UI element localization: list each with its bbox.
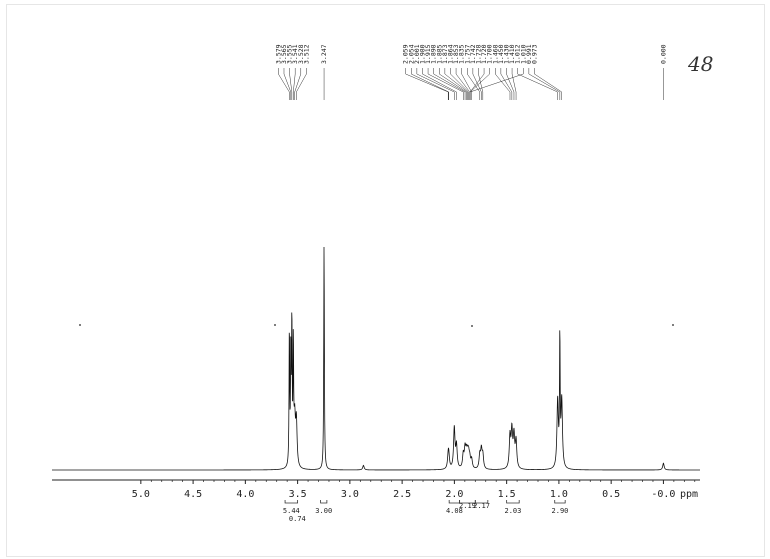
peak-leader — [461, 68, 472, 100]
peak-leader — [289, 68, 293, 100]
peak-leader — [517, 68, 558, 100]
print-dot — [274, 324, 276, 326]
x-tick-label: 2.5 — [393, 489, 411, 500]
peak-label: 1.720 — [480, 44, 488, 64]
print-dot — [672, 324, 674, 326]
x-tick-label: 2.0 — [445, 489, 463, 500]
peak-label: 1.700 — [486, 44, 494, 64]
peak-label: 1.430 — [502, 44, 510, 64]
peak-label: 3.579 — [274, 44, 282, 64]
integral-value: 4.08 — [446, 507, 463, 515]
peak-label: 3.541 — [291, 44, 299, 64]
x-tick-label: -0.0 — [651, 489, 675, 500]
peak-label: 3.528 — [297, 44, 305, 64]
integral-bracket — [474, 500, 489, 504]
integral-value: 5.44 — [283, 507, 300, 515]
x-axis-ticks: 5.0 4.5 4.0 3.5 3.0 2.5 2.0 1.5 1.0 0.5 -0.0 — [132, 480, 696, 500]
peak-label: 1.728 — [474, 44, 482, 64]
spectrum-trace — [52, 246, 700, 471]
peak-label: 1.742 — [469, 44, 477, 64]
peak-label: 1.468 — [491, 44, 499, 64]
x-tick-label: 3.5 — [289, 489, 307, 500]
peak-label: 1.980 — [418, 44, 426, 64]
peak-label: 3.512 — [302, 44, 310, 64]
x-axis-label: ppm — [680, 489, 698, 500]
peak-leader — [296, 68, 307, 100]
x-tick-label: 1.0 — [550, 489, 568, 500]
integral-bracket — [320, 500, 328, 504]
peak-leader — [469, 68, 524, 100]
peak-label: 1.915 — [424, 44, 432, 64]
peak-label: 1.757 — [463, 44, 471, 64]
print-dot — [471, 325, 473, 327]
peak-leader — [534, 68, 562, 100]
peak-label: 2.054 — [407, 44, 415, 64]
peak-leader — [506, 68, 515, 100]
peak-leader — [495, 68, 511, 100]
peak-leader — [283, 68, 292, 100]
peak-leader — [411, 68, 449, 100]
peak-label: 1.898 — [430, 44, 438, 64]
integral-value: 2.17 — [473, 502, 490, 510]
peak-leader — [439, 68, 467, 100]
x-tick-label: 1.5 — [498, 489, 516, 500]
peak-label: 2.059 — [402, 44, 410, 64]
x-tick-label: 4.0 — [236, 489, 254, 500]
x-tick-label: 3.0 — [341, 489, 359, 500]
peak-label: 3.555 — [286, 44, 294, 64]
x-tick-label: 0.5 — [602, 489, 620, 500]
peak-leader — [293, 68, 296, 100]
peak-label: 1.410 — [508, 44, 516, 64]
peak-label: 0.973 — [530, 44, 538, 64]
peak-label: 1.835 — [458, 44, 466, 64]
peak-label: 1.450 — [497, 44, 505, 64]
peak-label: 1.873 — [441, 44, 449, 64]
x-tick-label: 5.0 — [132, 489, 150, 500]
peak-label: 0.991 — [525, 44, 533, 64]
peak-leader — [455, 68, 471, 100]
peak-leader — [433, 68, 466, 100]
peak-label: 2.001 — [413, 44, 421, 64]
peak-label: 1.885 — [435, 44, 443, 64]
integral-value: 0.74 — [289, 515, 306, 523]
peak-label: 3.247 — [320, 44, 328, 64]
peak-leader — [500, 68, 513, 100]
peak-leader — [427, 68, 464, 100]
integral-bracket — [506, 500, 520, 504]
peak-label: 1.012 — [514, 44, 522, 64]
peak-leader — [450, 68, 469, 100]
integral-bracket — [284, 500, 299, 504]
peak-leader — [278, 68, 290, 100]
peak-label: 3.565 — [280, 44, 288, 64]
peak-leader — [422, 68, 457, 100]
peak-leader — [444, 68, 468, 100]
print-dot — [79, 324, 81, 326]
integral-value: 2.90 — [552, 507, 569, 515]
handwritten-note: 48 — [688, 52, 714, 76]
integral-value: 2.03 — [504, 507, 521, 515]
peak-leader — [416, 68, 455, 100]
integral-value: 2.19 — [459, 502, 476, 510]
peak-label: 1.010 — [519, 44, 527, 64]
peak-leader — [478, 68, 484, 100]
peak-label: 1.853 — [452, 44, 460, 64]
peak-leader — [294, 68, 302, 100]
integral-bracket — [554, 500, 566, 504]
peak-label: 0.000 — [659, 44, 667, 64]
peak-leader — [511, 68, 517, 100]
integral-value: 3.00 — [315, 507, 332, 515]
peak-leader — [405, 68, 449, 100]
peak-leader — [467, 68, 481, 100]
peak-leader — [528, 68, 561, 100]
integral-regions: 5.440.74 3.00 4.082.192.17 2.03 2.90 — [283, 500, 568, 523]
x-tick-label: 4.5 — [184, 489, 202, 500]
peak-leader — [469, 68, 485, 100]
peak-label: 1.864 — [446, 44, 454, 64]
